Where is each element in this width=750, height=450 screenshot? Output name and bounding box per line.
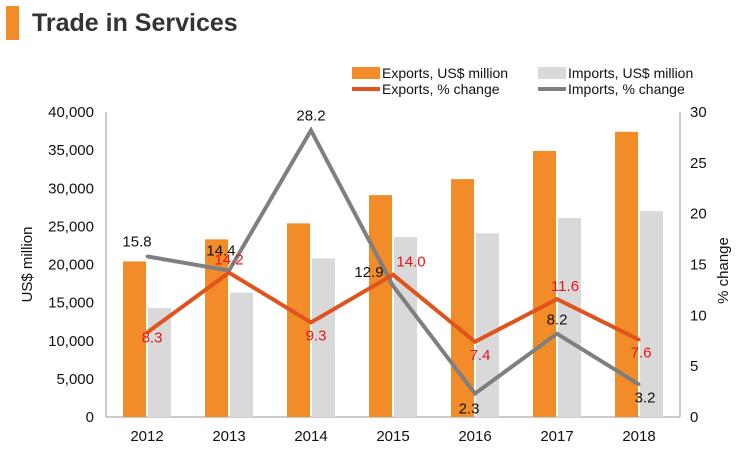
- legend-imports-bar-label: Imports, US$ million: [568, 65, 693, 81]
- exports-pct-label: 14.0: [396, 254, 425, 271]
- legend-imports-bar-swatch: [538, 67, 566, 79]
- exports-pct-point: [473, 340, 477, 344]
- x-tick-label: 2018: [622, 428, 655, 445]
- exports-pct-label: 14.2: [214, 252, 243, 269]
- page-title: Trade in Services: [32, 9, 238, 37]
- exports-pct-label: 7.4: [470, 347, 491, 364]
- x-tick-label: 2017: [540, 428, 573, 445]
- x-tick-label: 2013: [212, 428, 245, 445]
- imports-pct-label: 3.2: [635, 389, 656, 406]
- y-tick-label: 40,000: [48, 104, 94, 121]
- imports-pct-point: [309, 128, 313, 132]
- exports-pct-point: [637, 338, 641, 342]
- imports-pct-label: 12.9: [354, 264, 383, 281]
- y-tick-label: 5,000: [56, 371, 94, 388]
- imports-bar: [312, 258, 335, 417]
- y2-tick-label: 15: [690, 257, 707, 274]
- imports-pct-point: [391, 284, 395, 288]
- imports-bar: [640, 211, 663, 417]
- exports-bar: [451, 179, 474, 417]
- line-series: [145, 126, 641, 397]
- y-tick-label: 35,000: [48, 142, 94, 159]
- data-labels: 15.8 14.4 28.2 12.9 2.3 8.2 3.2 8.3 14.2 9.3 14.0 7…: [122, 107, 655, 417]
- exports-bar: [369, 195, 392, 417]
- exports-pct-label: 11.6: [551, 278, 579, 295]
- imports-bar: [558, 217, 581, 417]
- y-tick-label: 30,000: [48, 180, 94, 197]
- legend-exports-bar-swatch: [352, 67, 380, 79]
- imports-bar: [476, 233, 499, 417]
- exports-pct-point: [309, 320, 313, 324]
- exports-bar: [287, 223, 310, 417]
- imports-pct-point: [473, 392, 477, 396]
- imports-pct-label: 28.2: [296, 107, 325, 124]
- imports-pct-point: [145, 254, 149, 258]
- imports-bar: [230, 292, 253, 417]
- y2-tick-label: 30: [690, 104, 707, 121]
- y-tick-label: 0: [86, 409, 94, 426]
- exports-pct-point: [227, 271, 231, 275]
- exports-bar: [615, 131, 638, 417]
- y2-axis-title: % change: [715, 237, 732, 304]
- y-axis-title: US$ million: [19, 227, 36, 303]
- y-tick-label: 25,000: [48, 218, 94, 235]
- exports-pct-label: 8.3: [142, 330, 163, 347]
- legend-exports-pct-label: Exports, % change: [382, 81, 500, 97]
- exports-bar: [123, 261, 146, 417]
- x-tick-label: 2016: [458, 428, 491, 445]
- imports-pct-point: [637, 382, 641, 386]
- y2-tick-label: 25: [690, 155, 707, 172]
- imports-bar: [148, 307, 171, 417]
- x-tick-label: 2015: [376, 428, 409, 445]
- title-accent-bar: [6, 6, 19, 40]
- imports-pct-label: 15.8: [122, 233, 151, 250]
- exports-pct-point: [391, 273, 395, 277]
- exports-pct-label: 9.3: [306, 327, 327, 344]
- imports-pct-label: 2.3: [459, 401, 480, 418]
- exports-pct-point: [145, 331, 149, 335]
- exports-pct-label: 7.6: [631, 345, 652, 362]
- imports-pct-point: [555, 332, 559, 336]
- y2-tick-label: 5: [690, 358, 698, 375]
- chart-legend: Exports, US$ million Imports, US$ million…: [352, 65, 693, 97]
- legend-exports-bar-label: Exports, US$ million: [382, 65, 508, 81]
- imports-pct-label: 14.4: [206, 243, 235, 260]
- exports-bar: [533, 150, 556, 417]
- chart-axes: 0 5,000 10,000 15,000 20,000 25,000 30,000 35,0…: [19, 104, 732, 445]
- bar-series: [123, 131, 663, 417]
- y-tick-label: 10,000: [48, 333, 94, 350]
- y2-tick-label: 0: [690, 409, 698, 426]
- legend-imports-pct-label: Imports, % change: [568, 81, 685, 97]
- y-tick-label: 15,000: [48, 295, 94, 312]
- y2-tick-label: 10: [690, 307, 707, 324]
- imports-pct-label: 8.2: [547, 312, 568, 329]
- exports-pct-point: [555, 297, 559, 301]
- x-tick-label: 2012: [130, 428, 163, 445]
- x-tick-label: 2014: [294, 428, 327, 445]
- y-tick-label: 20,000: [48, 257, 94, 274]
- y2-tick-label: 20: [690, 206, 707, 223]
